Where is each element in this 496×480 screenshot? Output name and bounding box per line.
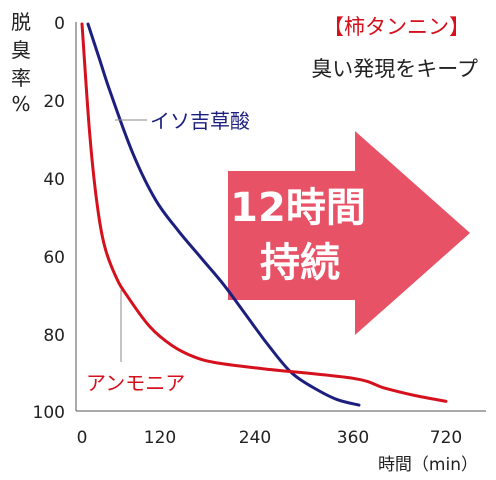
y-axis-title-char-2: 臭: [11, 38, 31, 62]
annotation-title: 【柿タンニン】: [323, 15, 470, 39]
y-axis-title-char-1: 脱: [11, 10, 31, 34]
x-axis-title: 時間（min）: [378, 455, 478, 475]
x-tick-label: 120: [144, 428, 176, 448]
y-tick-label: 0: [54, 14, 65, 34]
x-tick-label: 360: [337, 428, 369, 448]
series-label-isovaleric-acid: イソ吉草酸: [150, 109, 250, 133]
y-tick-label: 80: [43, 326, 65, 346]
series-line-ammonia: [80, 22, 448, 403]
x-tick-label: 240: [239, 428, 271, 448]
y-axis-title-char-4: %: [11, 92, 30, 116]
arrow-text-line1: 12時間: [230, 185, 366, 231]
y-tick-label: 100: [33, 403, 65, 423]
arrow-text-line2: 持続: [260, 240, 340, 286]
series-line-isovaleric-acid: [86, 22, 361, 407]
y-axis-title-char-3: 率: [11, 66, 31, 90]
y-tick-label: 40: [43, 170, 65, 190]
series-label-ammonia: アンモニア: [86, 371, 185, 395]
duration-arrow: [228, 131, 470, 335]
x-tick-label: 0: [77, 428, 88, 448]
y-tick-label: 60: [43, 248, 65, 268]
y-tick-label: 20: [43, 92, 65, 112]
x-tick-label: 720: [430, 428, 462, 448]
annotation-subtitle: 臭い発現をキープ: [311, 57, 478, 81]
